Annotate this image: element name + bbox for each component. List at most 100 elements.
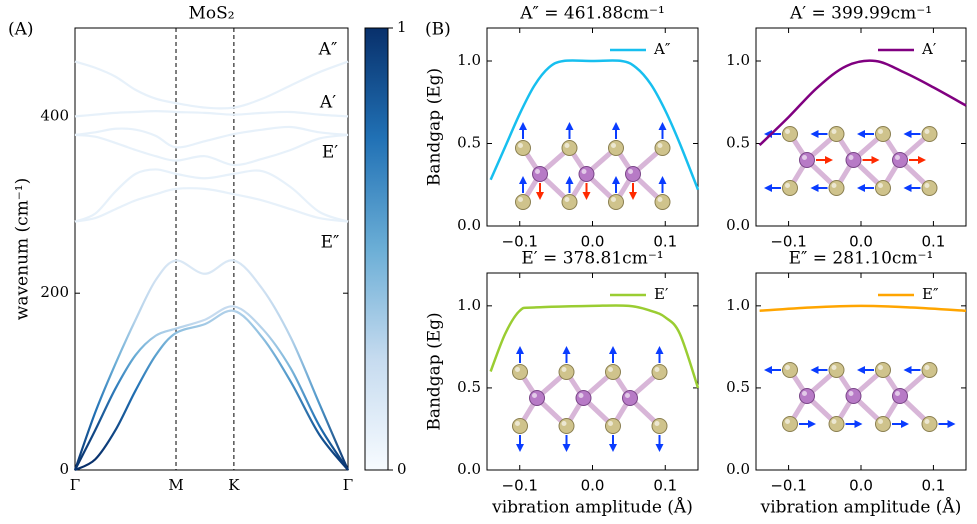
colorbar-tick-label: 0 <box>397 460 407 478</box>
chart-title: A′ = 399.99cm⁻¹ <box>789 4 932 24</box>
x-axis-label: vibration amplitude (Å) <box>491 497 693 518</box>
atom-highlight <box>895 155 900 160</box>
atom <box>625 166 641 182</box>
y-axis-label: Bandgap (Eg) <box>425 312 445 430</box>
atom-highlight <box>561 367 567 372</box>
y-tick-label: 0.0 <box>457 216 481 234</box>
atom-highlight <box>535 169 540 174</box>
bandgap-line <box>489 304 700 389</box>
y-tick-label: 1.0 <box>726 51 750 69</box>
x-tick-label: 0.0 <box>849 477 873 495</box>
atom-highlight <box>657 197 663 202</box>
chart-title: E′ = 378.81cm⁻¹ <box>521 249 663 269</box>
atom-highlight <box>831 183 837 188</box>
atom <box>782 416 798 432</box>
y-axis-label: Bandgap (Eg) <box>425 68 445 186</box>
atom <box>512 418 528 434</box>
atom <box>558 364 575 380</box>
atom <box>654 194 671 210</box>
atom-highlight <box>924 365 930 370</box>
plot-frame <box>755 27 967 227</box>
y-axis-label: wavenum (cm⁻¹) <box>13 178 33 320</box>
atom-highlight <box>515 421 520 426</box>
legend-label: A′ <box>921 40 937 58</box>
atom <box>782 126 798 142</box>
legend-label: E″ <box>922 285 939 303</box>
x-tick-label: −0.1 <box>502 233 538 251</box>
atom <box>622 390 638 406</box>
y-tick-label: 0.0 <box>726 216 750 234</box>
atom-highlight <box>564 197 570 202</box>
chart-title: MoS₂ <box>188 4 234 24</box>
atom <box>529 390 545 406</box>
atom-highlight <box>578 393 584 398</box>
atom <box>578 166 595 182</box>
atom <box>515 194 531 210</box>
x-tick-label: Γ <box>343 476 353 494</box>
legend-label: E′ <box>654 285 669 303</box>
atom <box>799 152 815 168</box>
atom <box>608 140 624 156</box>
atom <box>782 362 798 378</box>
atom-highlight <box>848 155 854 160</box>
phonon-branch <box>74 168 349 223</box>
atom-highlight <box>802 155 807 160</box>
atom <box>605 418 621 434</box>
atom <box>608 194 624 210</box>
atom-highlight <box>654 367 660 372</box>
atom <box>845 152 862 168</box>
x-axis-label: vibration amplitude (Å) <box>760 497 962 518</box>
phonon-branch <box>74 125 349 149</box>
x-tick-label: −0.1 <box>770 477 806 495</box>
y-tick-label: 1.0 <box>457 296 481 314</box>
atom-highlight <box>654 421 660 426</box>
atom <box>515 140 531 156</box>
mode-label: A″ <box>318 40 338 60</box>
y-tick-label: 0.5 <box>457 378 481 396</box>
bandgap-line <box>758 59 967 147</box>
y-tick-label: 0.0 <box>457 460 481 478</box>
atom-highlight <box>785 129 790 134</box>
atom-highlight <box>611 143 616 148</box>
atom <box>875 126 891 142</box>
structure-inset <box>764 126 938 196</box>
plot-frame <box>74 27 349 471</box>
structure-inset <box>512 346 668 452</box>
bandgap-line <box>759 304 967 313</box>
atom <box>654 140 671 156</box>
phonon-branch <box>74 109 349 118</box>
atom <box>512 364 528 380</box>
atom-highlight <box>608 421 613 426</box>
atom <box>561 140 578 156</box>
x-tick-label: 0.1 <box>921 477 945 495</box>
atom-highlight <box>564 143 570 148</box>
bandgap-line <box>489 59 700 191</box>
y-tick-label: 0.5 <box>726 378 750 396</box>
atom-highlight <box>895 391 900 396</box>
atom-highlight <box>785 365 790 370</box>
atom-highlight <box>785 183 790 188</box>
atom-highlight <box>878 419 883 424</box>
atom <box>651 364 668 380</box>
atom-highlight <box>831 365 837 370</box>
phonon-branch <box>74 60 349 110</box>
x-tick-label: 0.1 <box>653 477 677 495</box>
atom-highlight <box>608 367 613 372</box>
atom-highlight <box>924 183 930 188</box>
panel-label: (A) <box>8 20 34 40</box>
phonon-branch <box>73 259 350 471</box>
atom-highlight <box>518 197 523 202</box>
atom <box>892 152 908 168</box>
atom <box>921 416 938 432</box>
atom-highlight <box>878 129 883 134</box>
atom <box>782 180 798 196</box>
plot-frame <box>755 272 967 471</box>
legend-label: A″ <box>653 40 671 58</box>
atom-highlight <box>878 365 883 370</box>
atom <box>651 418 668 434</box>
atom <box>575 390 592 406</box>
x-tick-label: 0.0 <box>581 477 605 495</box>
